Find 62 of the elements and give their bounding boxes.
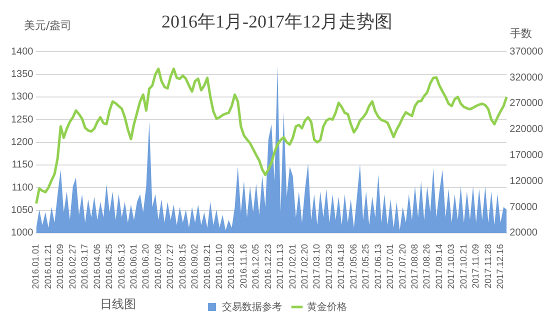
x-tick-label: 2017.09.14 xyxy=(434,244,444,290)
x-tick-label: 2016.10.10 xyxy=(214,244,224,290)
legend-label: 黄金价格 xyxy=(307,300,347,313)
x-tick-label: 2016.10.28 xyxy=(226,244,236,290)
x-tick-label: 2017.05.25 xyxy=(360,244,371,290)
y2-axis-title: 手数 xyxy=(510,26,532,41)
x-tick-label: 2016.07.27 xyxy=(165,244,176,290)
x-tick-label: 2017.02.01 xyxy=(287,244,298,290)
x-tick-label: 2017.02.20 xyxy=(300,244,310,290)
x-tick-label: 2016.05.13 xyxy=(116,244,126,290)
y2-tick-label: 220000 xyxy=(510,124,544,136)
x-tick-label: 2017.11.09 xyxy=(470,244,481,288)
y-tick-label: 1100 xyxy=(12,182,34,194)
x-tick-label: 2017.01.13 xyxy=(275,244,286,290)
x-tick-label: 2017.10.21 xyxy=(458,244,468,290)
x-tick-label: 2016.04.06 xyxy=(92,244,102,290)
y2-tick-label: 120000 xyxy=(510,176,544,187)
x-tick-label: 2017.04.18 xyxy=(336,244,346,290)
y2-tick-label: 270000 xyxy=(510,98,544,110)
x-tick-label: 2016.04.25 xyxy=(104,244,114,290)
x-tick-label: 2016.02.09 xyxy=(55,244,66,290)
y-tick-label: 1400 xyxy=(10,46,34,58)
x-tick-label: 2017.07.20 xyxy=(397,244,408,290)
y2-tick-label: 170000 xyxy=(510,150,544,161)
x-tick-label: 2017.11.28 xyxy=(482,244,493,288)
y2-tick-label: 20000 xyxy=(510,228,538,239)
x-tick-label: 2017.08.08 xyxy=(409,244,420,290)
x-tick-label: 2016.08.15 xyxy=(177,244,188,290)
x-tick-label: 2016.07.08 xyxy=(152,244,163,290)
x-tick-label: 2016.11.16 xyxy=(238,244,248,288)
y-tick-label: 1250 xyxy=(10,114,34,126)
x-tick-label: 2016.12.23 xyxy=(262,244,273,290)
x-tick-label: 2016.12.05 xyxy=(250,244,261,290)
y-tick-label: 1200 xyxy=(10,137,34,148)
x-tick-label: 2017.03.10 xyxy=(312,244,322,290)
y-tick-label: 1000 xyxy=(10,228,34,239)
x-tick-label: 2016.09.21 xyxy=(202,244,212,290)
x-tick-label: 2016.01.21 xyxy=(42,244,53,290)
y2-tick-label: 70000 xyxy=(510,202,538,213)
y2-tick-label: 320000 xyxy=(510,72,544,84)
x-tick-label: 2016.06.01 xyxy=(128,244,138,290)
x-tick-label: 2016.03.17 xyxy=(80,244,90,290)
x-tick-label: 2017.12.16 xyxy=(495,244,506,290)
y-tick-label: 1050 xyxy=(10,205,34,216)
x-tick-label: 2016.06.20 xyxy=(140,244,151,290)
y2-tick-label: 370000 xyxy=(510,46,544,58)
x-tick-label: 2017.10.03 xyxy=(446,244,456,290)
x-tick-label: 2017.07.01 xyxy=(385,244,396,290)
y-axis-title: 美元/盎司 xyxy=(24,18,72,33)
x-tick-label: 2017.05.06 xyxy=(348,244,358,290)
y-tick-label: 1300 xyxy=(10,92,34,103)
y-tick-label: 1350 xyxy=(10,69,34,80)
x-axis-title: 日线图 xyxy=(100,296,136,313)
x-tick-label: 2016.02.27 xyxy=(67,244,78,290)
x-tick-label: 2016.09.02 xyxy=(190,244,200,290)
y-tick-label: 1150 xyxy=(12,160,34,171)
x-tick-label: 2017.08.26 xyxy=(422,244,432,290)
x-tick-label: 2017.06.13 xyxy=(372,244,383,290)
x-tick-label: 2016.01.01 xyxy=(30,244,41,290)
x-tick-label: 2017.03.29 xyxy=(324,244,334,290)
legend-label: 交易数据参考 xyxy=(222,300,282,313)
chart-title: 2016年1月-2017年12月走势图 xyxy=(162,12,392,32)
